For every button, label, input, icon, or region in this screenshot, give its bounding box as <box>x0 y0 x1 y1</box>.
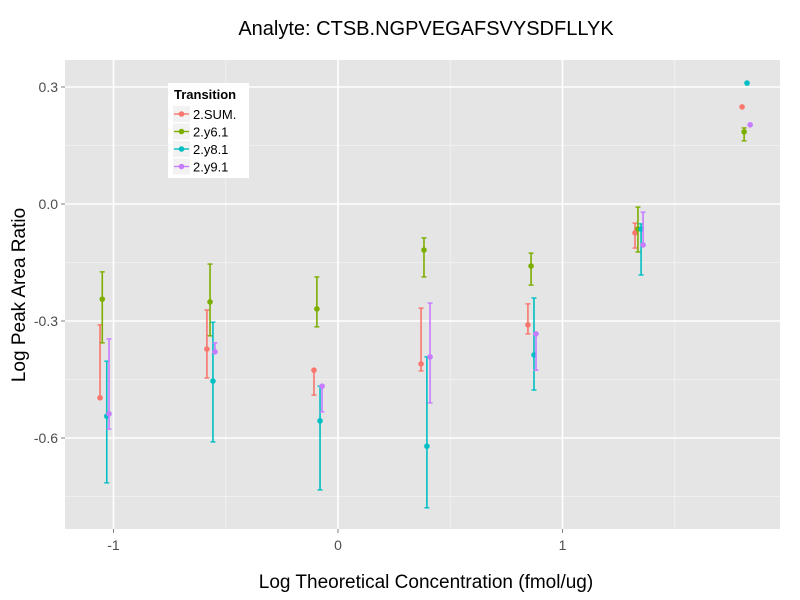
data-point <box>210 378 216 384</box>
y-tick-label: 0.3 <box>39 79 59 95</box>
data-point <box>317 418 323 424</box>
data-point <box>314 306 320 312</box>
data-point <box>741 129 747 135</box>
data-point <box>533 331 539 337</box>
legend-label: 2.y8.1 <box>193 142 228 157</box>
legend-key-point <box>178 163 185 170</box>
legend-label: 2.y9.1 <box>193 160 228 175</box>
data-point <box>525 322 531 328</box>
data-point <box>311 367 317 373</box>
data-point <box>421 247 427 253</box>
data-point <box>99 296 106 302</box>
data-point <box>319 383 325 389</box>
data-point <box>739 104 745 110</box>
y-axis-title: Log Peak Area Ratio <box>9 208 30 382</box>
x-axis-title: Log Theoretical Concentration (fmol/ug) <box>259 572 593 593</box>
data-point <box>97 395 103 401</box>
series-2-sum- <box>97 104 745 401</box>
series-2-y9-1 <box>106 122 753 430</box>
legend: Transition 2.SUM. 2.y6.1 2.y8.1 2.y9.1 <box>168 83 249 178</box>
data-point <box>747 122 753 128</box>
x-tick-label: -1 <box>107 537 120 553</box>
y-tick-label: -0.3 <box>34 313 58 329</box>
data-point <box>640 242 646 248</box>
legend-key-point <box>178 146 185 152</box>
x-tick-label: 1 <box>559 537 567 553</box>
data-point <box>204 346 210 352</box>
series-2-y8-1 <box>103 80 750 509</box>
y-tick-label: -0.6 <box>34 430 58 446</box>
data-point <box>744 80 750 86</box>
axis-ticks: -1 0 1 0.3 0.0 -0.3 -0.6 <box>34 79 567 553</box>
data-point <box>632 230 638 236</box>
data-point <box>427 354 433 360</box>
legend-key-point <box>178 128 185 135</box>
x-tick-label: 0 <box>334 537 342 553</box>
series-layer <box>97 80 753 509</box>
legend-label: 2.y6.1 <box>193 125 228 140</box>
data-point <box>418 361 424 367</box>
legend-label: 2.SUM. <box>193 107 236 122</box>
y-tick-label: 0.0 <box>39 196 59 212</box>
legend-key-point <box>178 111 185 117</box>
legend-title: Transition <box>174 87 236 102</box>
data-point <box>528 263 534 269</box>
data-point <box>106 411 112 417</box>
data-point <box>424 443 430 449</box>
data-point <box>212 349 218 355</box>
chart-title: Analyte: CTSB.NGPVEGAFSVYSDFLLYK <box>238 18 614 40</box>
data-point <box>207 299 213 305</box>
